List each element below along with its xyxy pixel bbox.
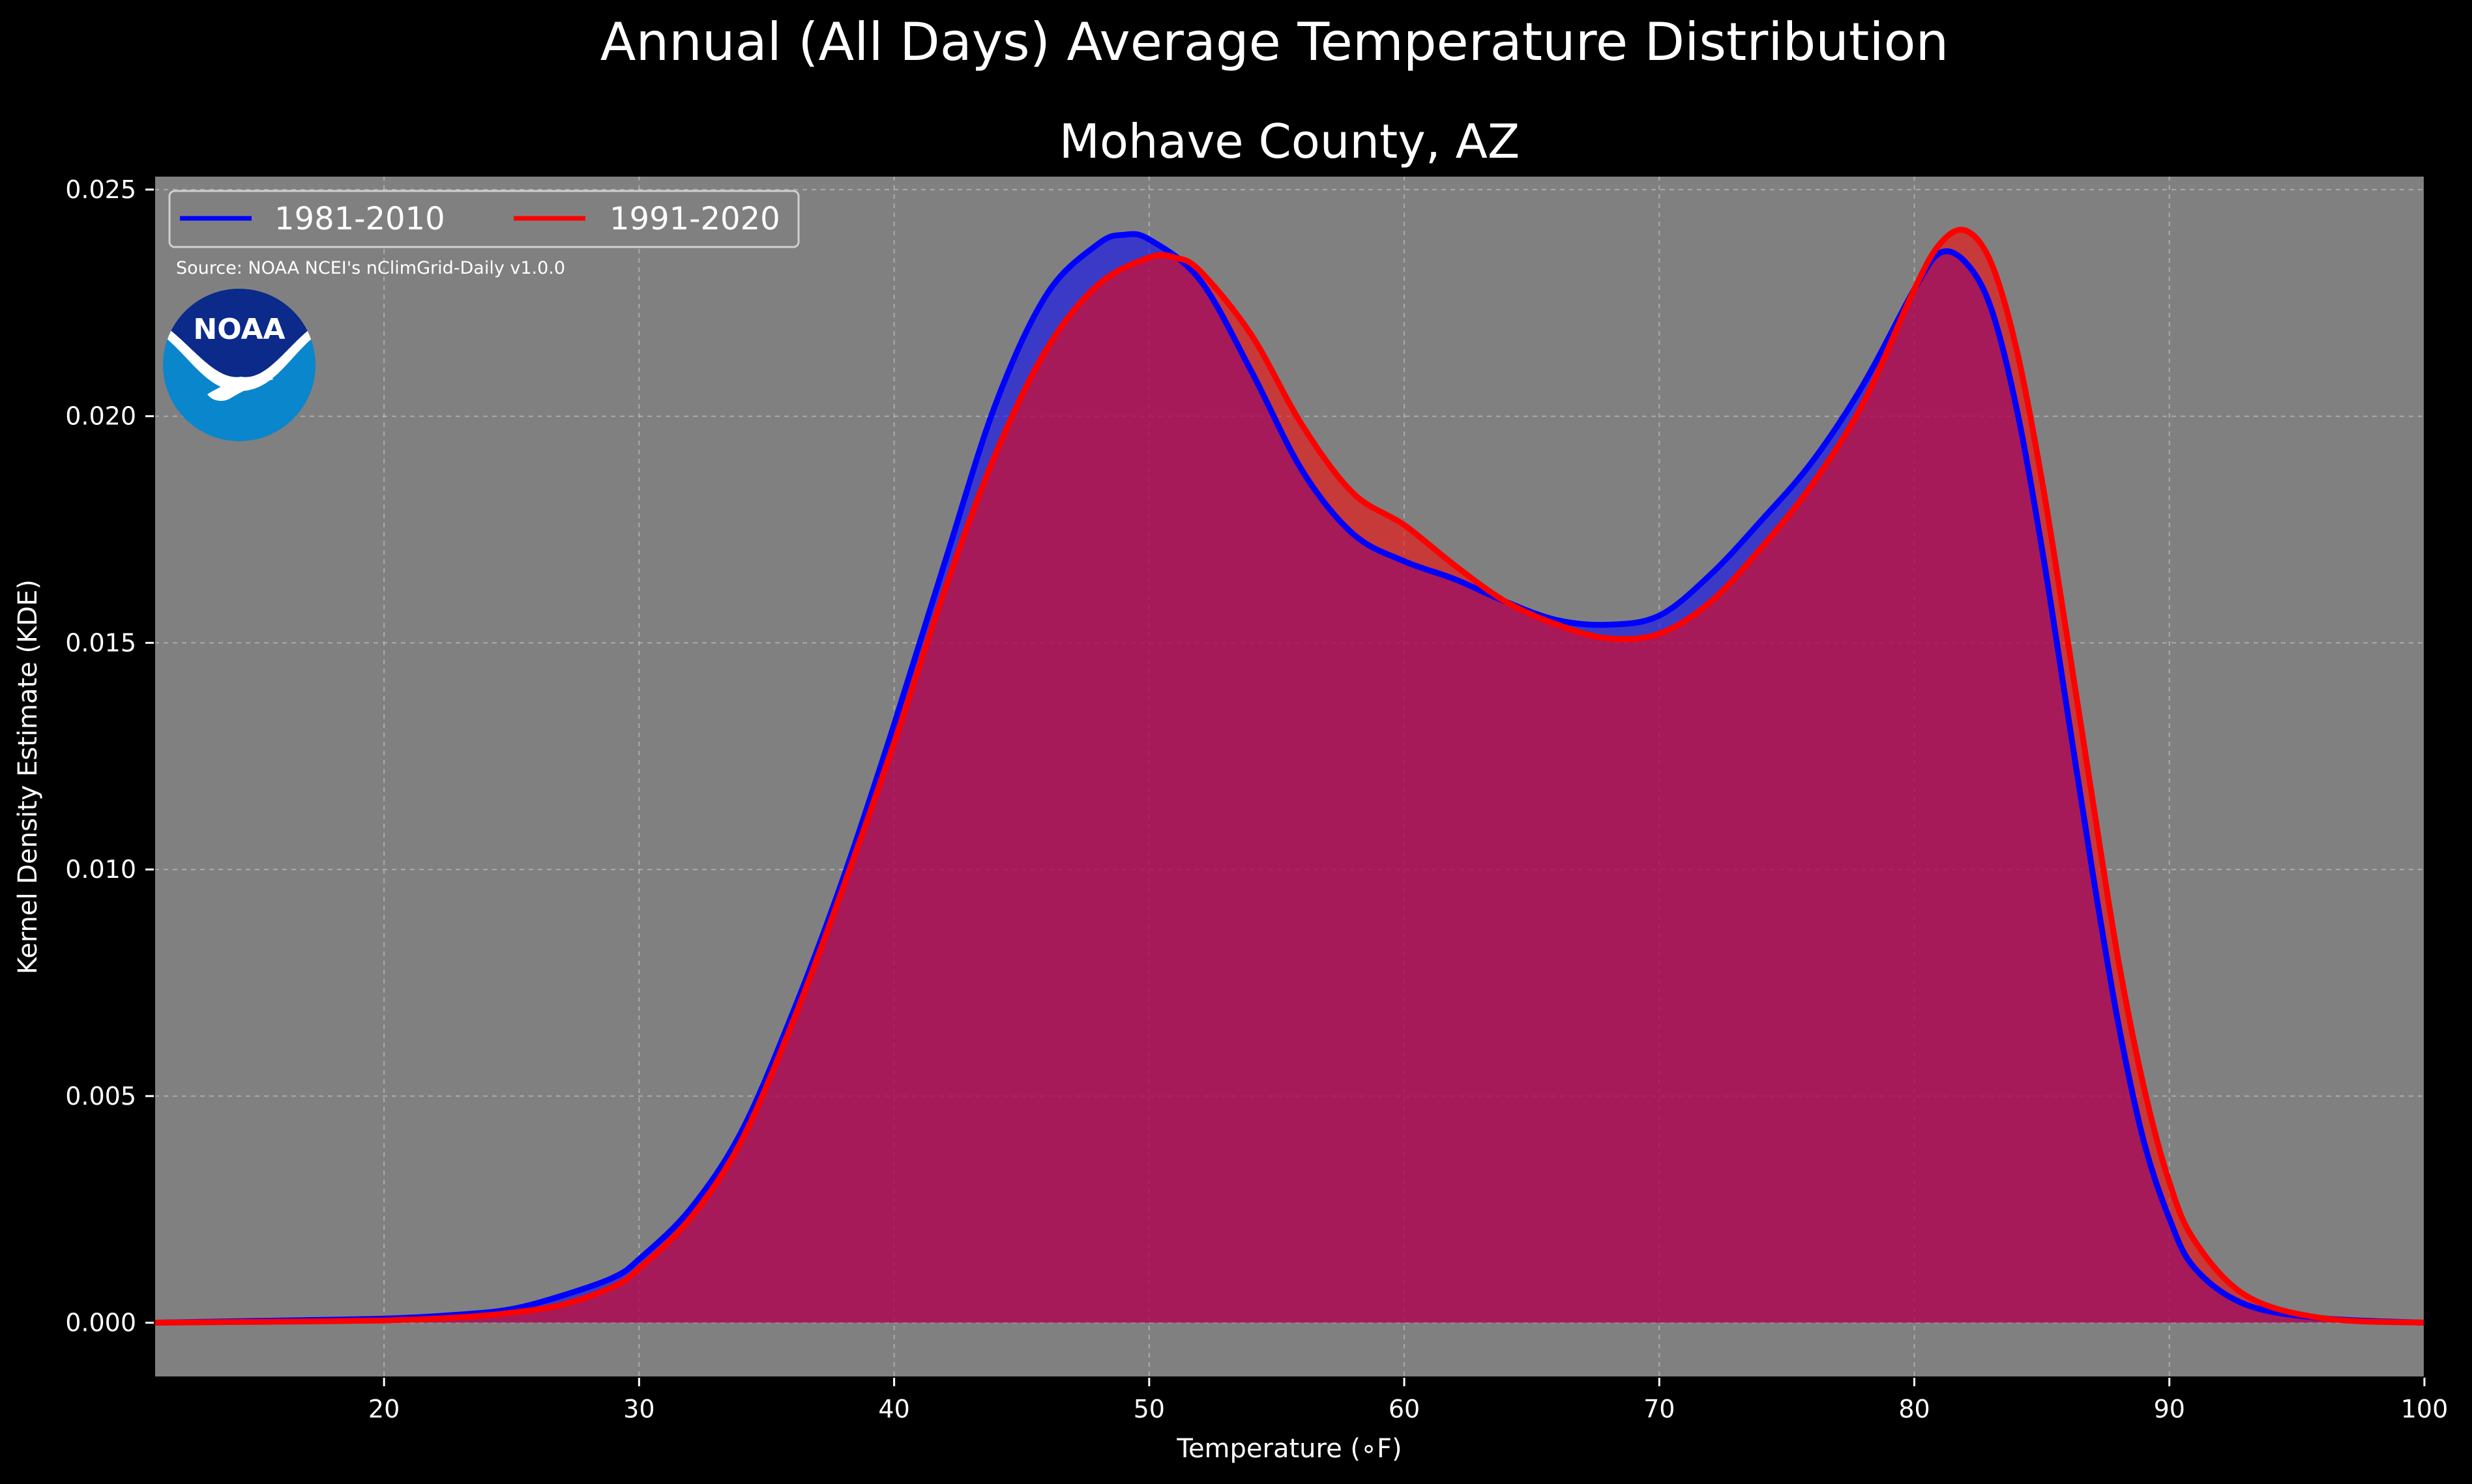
x-tick-label: 70 bbox=[1643, 1395, 1675, 1423]
chart-subtitle: Mohave County, AZ bbox=[1059, 114, 1520, 169]
series-fills bbox=[154, 229, 2424, 1323]
y-tick-label: 0.010 bbox=[65, 855, 136, 884]
x-tick-label: 40 bbox=[878, 1395, 909, 1423]
series-line-1981-2010 bbox=[154, 231, 2425, 1326]
y-tick-label: 0.025 bbox=[65, 175, 136, 204]
noaa-logo-wave bbox=[163, 325, 316, 391]
y-axis-ticks: 0.000 0.005 0.010 0.015 0.020 0.025 bbox=[65, 175, 154, 1337]
legend: 1981-2010 1991-2020 bbox=[168, 190, 800, 248]
x-tick-label: 30 bbox=[623, 1395, 655, 1423]
series-line-1991-2020 bbox=[154, 226, 2425, 1326]
x-axis-label: Temperature (∘F) bbox=[1176, 1434, 1402, 1464]
y-tick-label: 0.000 bbox=[65, 1309, 136, 1337]
y-tick-label: 0.020 bbox=[65, 402, 136, 431]
noaa-logo-gull bbox=[207, 376, 274, 401]
x-tick-label: 20 bbox=[368, 1395, 400, 1423]
x-tick-label: 80 bbox=[1898, 1395, 1930, 1423]
noaa-logo-top bbox=[163, 289, 316, 377]
noaa-logo-text: NOAA bbox=[193, 313, 285, 346]
series-lines bbox=[154, 226, 2425, 1326]
x-tick-label: 100 bbox=[2401, 1395, 2449, 1423]
plot-frame bbox=[154, 175, 2425, 1378]
legend-label-1991-2020: 1991-2020 bbox=[610, 201, 780, 237]
x-tick-label: 50 bbox=[1134, 1395, 1165, 1423]
noaa-logo: NOAA bbox=[163, 289, 316, 441]
y-tick-label: 0.005 bbox=[65, 1082, 136, 1111]
x-axis-ticks: 20 30 40 50 60 70 80 90 100 bbox=[368, 1377, 2448, 1423]
source-annotation: Source: NOAA NCEI's nClimGrid-Daily v1.0… bbox=[176, 258, 565, 278]
y-tick-label: 0.015 bbox=[65, 628, 136, 657]
series-fill-1991-2020 bbox=[154, 229, 2424, 1323]
y-axis-label: Kernel Density Estimate (KDE) bbox=[13, 579, 43, 974]
legend-box bbox=[168, 190, 800, 248]
legend-label-1981-2010: 1981-2010 bbox=[274, 201, 445, 237]
x-tick-label: 90 bbox=[2154, 1395, 2185, 1423]
chart-title: Annual (All Days) Average Temperature Di… bbox=[600, 12, 1949, 72]
x-tick-label: 60 bbox=[1389, 1395, 1420, 1423]
